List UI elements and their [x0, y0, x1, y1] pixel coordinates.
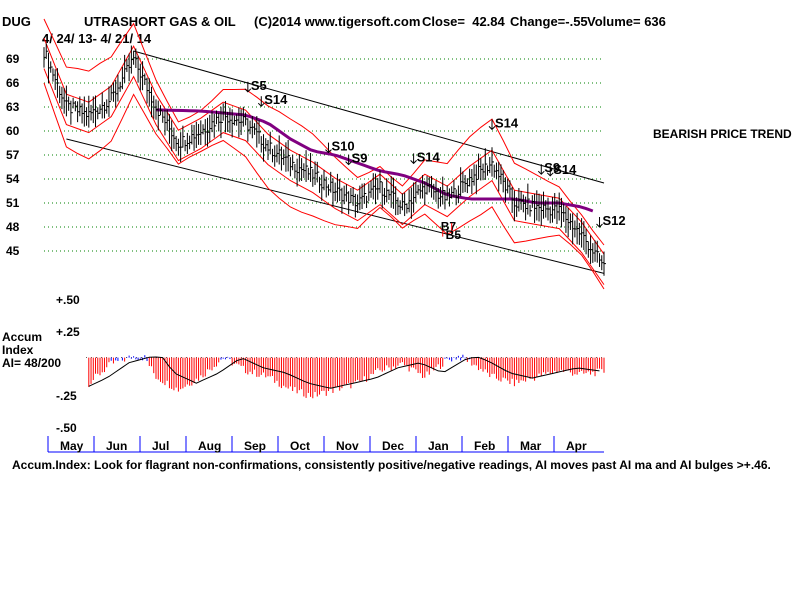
sell-signal-arrowhead	[596, 223, 603, 228]
ai-tick-label: +.50	[56, 293, 80, 307]
close-value: Close= 42.84	[422, 14, 505, 29]
price-tick-label: 60	[6, 124, 20, 138]
price-tick-label: 54	[6, 172, 20, 186]
month-label: Jan	[428, 439, 449, 453]
sell-signal-label: S5	[251, 78, 267, 93]
month-label: Jun	[106, 439, 127, 453]
volume-value: Volume= 636	[587, 14, 666, 29]
month-label: Feb	[474, 439, 495, 453]
accum-label-line1: Accum	[2, 330, 43, 344]
sell-signal-label: S14	[264, 92, 288, 107]
month-label: Apr	[566, 439, 587, 453]
month-label: Mar	[520, 439, 542, 453]
sell-signal-arrowhead	[537, 170, 545, 175]
price-tick-label: 45	[6, 244, 20, 258]
price-tick-label: 48	[6, 220, 20, 234]
trend-label: BEARISH PRICE TREND	[653, 127, 792, 141]
buy-signal-label: B5	[446, 228, 462, 242]
sell-signal-arrowhead	[244, 88, 252, 93]
month-label: Sep	[244, 439, 266, 453]
fund-name: UTRASHORT GAS & OIL	[84, 14, 236, 29]
ai-moving-average-line	[88, 356, 600, 389]
month-label: May	[60, 439, 84, 453]
month-label: Aug	[198, 439, 221, 453]
sell-signal-label: S14	[417, 149, 441, 164]
sell-signal-arrowhead	[345, 161, 352, 166]
sell-signal-arrowhead	[410, 160, 417, 165]
inner-lower-band-line	[43, 68, 605, 285]
sell-signal-label: S14	[553, 162, 577, 177]
upper-band-line	[43, 18, 605, 246]
price-tick-label: 69	[6, 52, 20, 66]
sell-signal-label: S9	[352, 151, 368, 166]
lower-band-line	[43, 82, 605, 290]
footer-note: Accum.Index: Look for flagrant non-confi…	[12, 458, 771, 472]
date-range: 4/ 24/ 13- 4/ 21/ 14	[42, 31, 152, 46]
sell-signal-label: S9	[544, 160, 560, 175]
month-label: Jul	[152, 439, 169, 453]
price-tick-label: 63	[6, 100, 20, 114]
lower-channel-line	[66, 138, 605, 274]
copyright-text: (C)2014 www.tigersoft.com	[254, 14, 421, 29]
sell-signal-label: S14	[495, 115, 519, 130]
price-tick-label: 57	[6, 148, 20, 162]
buy-signal-label: B7	[441, 220, 457, 234]
sell-signal-arrowhead	[325, 149, 332, 154]
sell-signal-arrowhead	[546, 172, 554, 177]
accum-label-line3: AI= 48/200	[2, 356, 62, 370]
price-tick-label: 66	[6, 76, 20, 90]
sell-signal-arrowhead	[257, 102, 265, 107]
ticker-symbol: DUG	[2, 14, 31, 29]
moving-average-line	[155, 108, 594, 213]
sell-signal-arrowhead	[488, 126, 496, 131]
ai-tick-label: +.25	[56, 325, 80, 339]
ai-tick-label: -.25	[56, 389, 77, 403]
month-label: Nov	[336, 439, 359, 453]
upper-channel-line	[133, 50, 605, 184]
month-label: Oct	[290, 439, 310, 453]
month-label: Dec	[382, 439, 404, 453]
sell-signal-label: S10	[331, 139, 354, 154]
accum-label-line2: Index	[2, 343, 34, 357]
ai-tick-label: -.50	[56, 421, 77, 435]
price-tick-label: 51	[6, 196, 20, 210]
sell-signal-label: S12	[603, 213, 626, 228]
change-value: Change=-.55	[510, 14, 588, 29]
